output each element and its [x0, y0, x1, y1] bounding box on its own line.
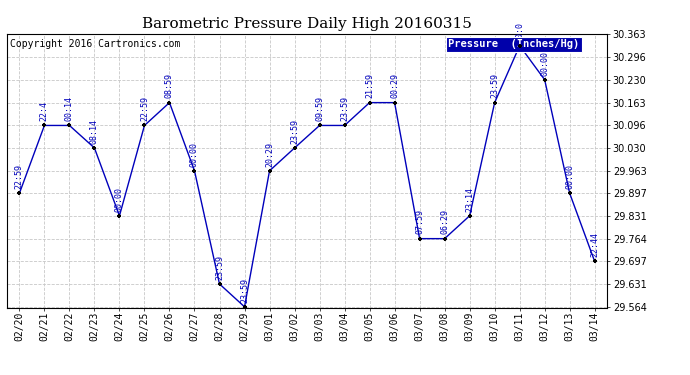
Text: 07:59: 07:59: [415, 210, 424, 234]
Text: 22:59: 22:59: [15, 164, 24, 189]
Text: 20:29: 20:29: [265, 142, 274, 166]
Point: [139, 123, 150, 129]
Text: 22:44: 22:44: [590, 232, 599, 257]
Point: [589, 258, 600, 264]
Text: 23:59: 23:59: [490, 74, 499, 99]
Point: [339, 123, 350, 129]
Text: 09:59: 09:59: [315, 96, 324, 121]
Point: [489, 100, 500, 106]
Text: 22:59: 22:59: [140, 96, 149, 121]
Text: 00:00: 00:00: [565, 164, 574, 189]
Text: 23:14: 23:14: [465, 187, 474, 211]
Point: [414, 236, 425, 242]
Text: 08:59: 08:59: [165, 74, 174, 99]
Point: [389, 100, 400, 106]
Point: [189, 168, 200, 174]
Title: Barometric Pressure Daily High 20160315: Barometric Pressure Daily High 20160315: [142, 17, 472, 31]
Point: [64, 123, 75, 129]
Point: [264, 168, 275, 174]
Point: [89, 145, 100, 151]
Point: [314, 123, 325, 129]
Point: [464, 213, 475, 219]
Text: 22:4: 22:4: [40, 101, 49, 121]
Text: 00:00: 00:00: [540, 51, 549, 76]
Text: 00:00: 00:00: [190, 142, 199, 166]
Text: 00:14: 00:14: [65, 96, 74, 121]
Point: [364, 100, 375, 106]
Point: [14, 190, 25, 196]
Text: Pressure  (Inches/Hg): Pressure (Inches/Hg): [448, 39, 580, 49]
Text: 23:59: 23:59: [240, 278, 249, 303]
Point: [514, 43, 525, 49]
Point: [289, 145, 300, 151]
Text: 23:59: 23:59: [340, 96, 349, 121]
Text: 00:29: 00:29: [390, 74, 399, 99]
Point: [114, 213, 125, 219]
Point: [539, 77, 550, 83]
Text: 21:59: 21:59: [365, 74, 374, 99]
Point: [439, 236, 450, 242]
Text: 06:29: 06:29: [440, 210, 449, 234]
Point: [39, 123, 50, 129]
Text: 23:59: 23:59: [290, 119, 299, 144]
Text: Copyright 2016 Cartronics.com: Copyright 2016 Cartronics.com: [10, 39, 180, 49]
Text: 08:14: 08:14: [90, 119, 99, 144]
Text: 23:59: 23:59: [215, 255, 224, 280]
Point: [214, 281, 225, 287]
Point: [164, 100, 175, 106]
Text: 10:0: 10:0: [515, 21, 524, 42]
Text: 00:00: 00:00: [115, 187, 124, 211]
Point: [239, 304, 250, 310]
Point: [564, 190, 575, 196]
